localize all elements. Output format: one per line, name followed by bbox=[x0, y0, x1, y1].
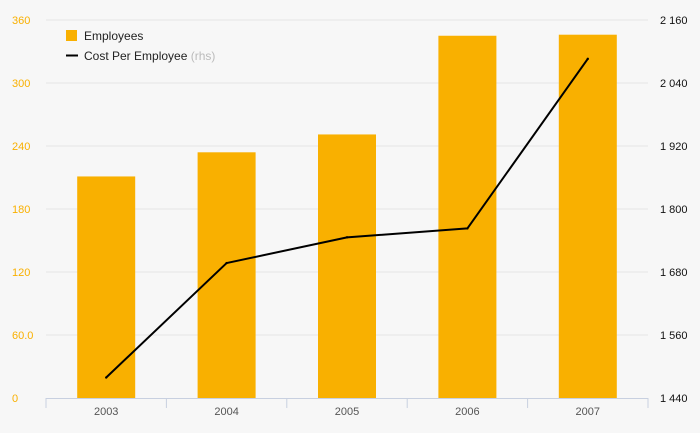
legend-label-employees: Employees bbox=[84, 29, 143, 43]
y-left-tick-label: 300 bbox=[12, 78, 30, 90]
legend-suffix-rhs: (rhs) bbox=[191, 49, 216, 63]
y-left-tick-label: 60.0 bbox=[12, 330, 33, 342]
bar-layer bbox=[77, 34, 617, 398]
y-left-tick-label: 0 bbox=[12, 393, 18, 405]
x-tick-label: 2004 bbox=[214, 406, 238, 418]
y-right-tick-label: 1 800 bbox=[660, 204, 688, 216]
bar-employees bbox=[318, 134, 376, 398]
bar-employees bbox=[197, 152, 256, 398]
x-tick-label: 2007 bbox=[576, 406, 600, 418]
legend-swatch-employees bbox=[66, 30, 77, 41]
y-right-tick-label: 1 680 bbox=[660, 267, 688, 279]
line-point bbox=[345, 236, 349, 239]
y-left-tick-label: 240 bbox=[12, 141, 30, 153]
y-right-tick-label: 1 560 bbox=[660, 330, 688, 342]
bar-employees bbox=[77, 176, 136, 398]
legend: Employees Cost Per Employee (rhs) bbox=[66, 29, 215, 63]
y-left-tick-label: 180 bbox=[12, 204, 30, 216]
x-tick-label: 2006 bbox=[455, 406, 479, 418]
y-right-tick-label: 1 440 bbox=[660, 393, 688, 405]
y-right-tick-label: 2 160 bbox=[660, 15, 688, 27]
x-tick-label: 2005 bbox=[335, 406, 359, 418]
line-point bbox=[586, 57, 589, 61]
bar-employees bbox=[558, 34, 617, 398]
y-right-tick-label: 2 040 bbox=[660, 78, 688, 90]
y-right-tick-label: 1 920 bbox=[660, 141, 688, 153]
line-point bbox=[225, 261, 228, 265]
y-left-tick-label: 360 bbox=[12, 15, 30, 27]
line-layer bbox=[105, 57, 589, 379]
x-tick-label: 2003 bbox=[94, 406, 118, 418]
legend-label-cost: Cost Per Employee (rhs) bbox=[84, 49, 215, 63]
line-point bbox=[105, 376, 108, 379]
y-left-tick-label: 120 bbox=[12, 267, 30, 279]
bar-employees bbox=[438, 35, 497, 398]
line-point bbox=[466, 227, 469, 230]
axis-layer: 0 60.0 120 180 240 300 360 1 440 1 560 1 680 1 800… bbox=[12, 15, 688, 418]
